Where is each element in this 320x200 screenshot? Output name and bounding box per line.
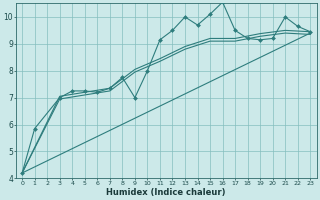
X-axis label: Humidex (Indice chaleur): Humidex (Indice chaleur) [107,188,226,197]
